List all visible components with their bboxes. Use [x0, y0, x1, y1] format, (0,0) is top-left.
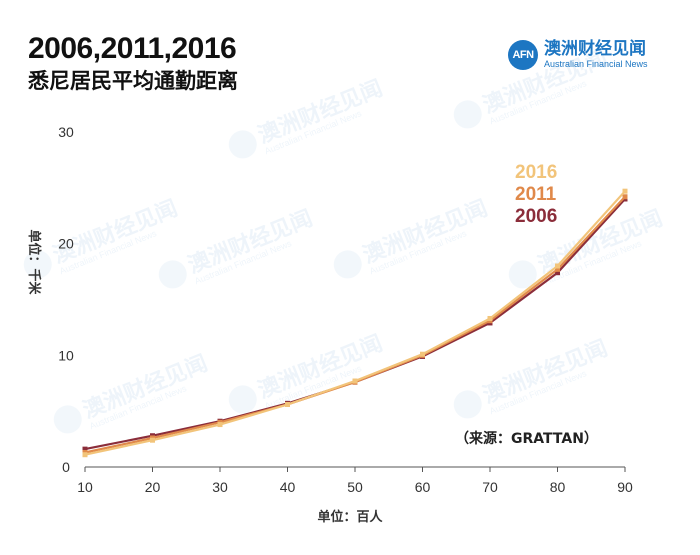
series-2016-point	[285, 401, 290, 407]
legend-2016: 2016	[515, 162, 557, 183]
page-title: 2006,2011,2016	[28, 32, 237, 65]
logo-text: 澳洲财经见闻 Australian Financial News	[544, 40, 648, 70]
x-tick-label: 60	[415, 479, 431, 495]
watermark-logo-icon	[158, 260, 187, 289]
series-2016-point	[622, 188, 628, 194]
y-tick-label: 0	[62, 459, 70, 475]
y-tick-label: 10	[58, 347, 74, 363]
watermark-text: 澳洲财经见闻	[254, 75, 386, 149]
x-tick-label: 30	[212, 479, 228, 495]
series-2016-point	[555, 263, 560, 269]
page-subtitle: 悉尼居民平均通勤距离	[28, 69, 238, 93]
watermark-logo-icon	[508, 260, 537, 289]
x-axis-title: 单位：百人	[317, 509, 383, 525]
series-2011-point	[555, 266, 560, 272]
watermark-text: 澳洲财经见闻	[79, 350, 211, 424]
watermark-logo-icon	[53, 405, 82, 434]
chart-series	[82, 188, 628, 458]
x-tick-label: 20	[145, 479, 161, 495]
series-2016-point	[352, 378, 358, 384]
series-2016-point	[150, 437, 155, 443]
logo-name-cn: 澳洲财经见闻	[544, 39, 646, 59]
series-2016-line	[84, 190, 626, 456]
series-2016-point	[420, 351, 425, 357]
x-tick-label: 80	[550, 479, 566, 495]
title-block: 2006,2011,2016 悉尼居民平均通勤距离	[28, 32, 238, 96]
x-tick-label: 10	[77, 479, 93, 495]
watermark-text: 澳洲财经见闻	[184, 205, 316, 279]
watermark-text: 澳洲财经见闻	[479, 45, 611, 119]
y-tick-label: 30	[58, 124, 74, 140]
series-2011-point	[622, 194, 628, 200]
series-2011-line	[84, 196, 626, 454]
watermark-logo-icon	[453, 100, 482, 129]
watermark-logo-icon	[453, 390, 482, 419]
y-axis-title: 单位：千米	[26, 229, 42, 295]
afn-logo: AFN 澳洲财经见闻 Australian Financial News	[508, 40, 648, 70]
watermark-text: 澳洲财经见闻	[359, 195, 491, 269]
x-tick-label: 70	[482, 479, 498, 495]
x-tick-label: 90	[617, 479, 633, 495]
series-2006-point	[82, 446, 88, 452]
logo-name-en: Australian Financial News	[544, 59, 648, 69]
watermark-logo-icon	[228, 385, 257, 414]
series-2006-point	[555, 270, 560, 276]
series-2016-point	[217, 422, 223, 428]
watermark-logo-icon	[333, 250, 362, 279]
series-2016-point	[82, 452, 88, 458]
watermark-text: 澳洲财经见闻	[49, 195, 181, 269]
series-2006-line	[84, 198, 626, 451]
legend-2011: 2011	[515, 184, 557, 205]
series-2016-point	[487, 315, 493, 321]
watermark-logo-icon	[23, 250, 52, 279]
watermark-logo-icon	[228, 130, 257, 159]
x-tick-label: 40	[280, 479, 296, 495]
watermark-text: 澳洲财经见闻	[479, 335, 611, 409]
x-tick-label: 50	[347, 479, 363, 495]
y-tick-label: 20	[58, 236, 74, 252]
legend-2006: 2006	[515, 206, 557, 227]
afn-logo-icon: AFN	[508, 40, 538, 70]
chart-axes: 10 20 30 40 50 60 70 80 90 0 10 20 30 单位：百人 单位：千米	[26, 124, 633, 525]
source-note: （来源：GRATTAN）	[455, 430, 598, 447]
